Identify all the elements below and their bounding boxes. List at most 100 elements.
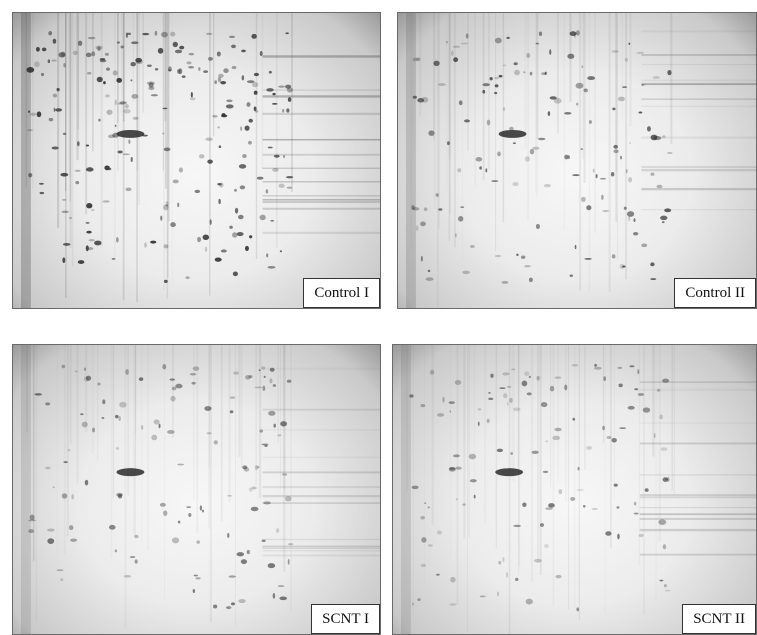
gel-spot bbox=[652, 76, 661, 79]
gel-spot bbox=[177, 520, 181, 524]
gel-spot bbox=[486, 119, 491, 126]
gel-spot bbox=[256, 176, 264, 180]
gel-spot bbox=[119, 101, 127, 105]
gel-streak bbox=[117, 13, 119, 171]
gel-spot bbox=[97, 46, 101, 52]
gel-streak bbox=[652, 345, 655, 457]
gel-spot bbox=[586, 446, 592, 450]
gel-streak bbox=[518, 345, 521, 567]
gel-spot bbox=[51, 146, 59, 150]
gel-spot bbox=[536, 376, 540, 381]
gel-spot bbox=[174, 49, 183, 54]
gel-band bbox=[262, 471, 380, 474]
gel-band bbox=[639, 513, 756, 516]
gel-spot bbox=[251, 486, 257, 490]
gel-spot bbox=[96, 76, 103, 83]
gel-spot bbox=[188, 513, 192, 518]
gel-band bbox=[262, 89, 380, 91]
gel-spot bbox=[489, 77, 493, 81]
gel-streak bbox=[614, 345, 616, 499]
gel-spot bbox=[641, 243, 648, 248]
gel-spot bbox=[526, 53, 531, 59]
gel-streak bbox=[508, 345, 511, 634]
gel-streak bbox=[436, 13, 439, 307]
gel-streak bbox=[448, 13, 451, 160]
gel-spot bbox=[420, 255, 423, 262]
gel-spot bbox=[273, 154, 280, 158]
gel-spot bbox=[659, 579, 664, 582]
gel-spot bbox=[74, 370, 78, 373]
gel-spot bbox=[198, 67, 201, 71]
gel-streak bbox=[530, 345, 534, 583]
gel-spot bbox=[245, 375, 251, 380]
gel-spot bbox=[221, 114, 228, 118]
gel-spot bbox=[435, 193, 439, 197]
gel-spot bbox=[454, 233, 457, 238]
gel-spot bbox=[613, 483, 618, 487]
gel-spot bbox=[622, 265, 626, 268]
gel-spot bbox=[207, 57, 214, 61]
gel-spot bbox=[662, 135, 666, 139]
gel-spot bbox=[117, 150, 123, 154]
gel-spot bbox=[446, 141, 450, 146]
gel-spot bbox=[186, 506, 192, 508]
gel-spot bbox=[498, 560, 502, 565]
gel-spot bbox=[106, 109, 113, 115]
gel-spot bbox=[239, 185, 246, 190]
gel-spot bbox=[638, 533, 644, 538]
gel-streak bbox=[283, 345, 286, 490]
gel-spot bbox=[277, 585, 285, 588]
gel-spot bbox=[53, 107, 56, 112]
panel-label-control-2: Control II bbox=[674, 278, 756, 308]
gel-spot bbox=[449, 410, 452, 413]
gel-spot bbox=[564, 384, 568, 391]
gel-streak bbox=[574, 345, 576, 608]
gel-spot bbox=[56, 87, 60, 92]
gel-spot bbox=[420, 404, 426, 408]
gel-spot bbox=[442, 396, 445, 403]
gel-streak bbox=[588, 13, 590, 294]
gel-spot bbox=[131, 94, 139, 99]
gel-spot bbox=[529, 148, 535, 155]
gel-streak bbox=[453, 13, 456, 248]
gel-spot bbox=[572, 174, 580, 177]
gel-spot bbox=[411, 602, 414, 606]
gel-spot bbox=[650, 278, 657, 280]
gel-streak bbox=[69, 13, 72, 248]
gel-spot bbox=[29, 514, 35, 521]
gel-spot bbox=[212, 115, 218, 118]
gel-spot bbox=[28, 110, 31, 113]
gel-spot bbox=[623, 206, 627, 210]
gel-spot bbox=[177, 69, 181, 74]
gel-spot bbox=[620, 155, 622, 160]
gel-spot bbox=[454, 379, 462, 385]
gel-streak bbox=[456, 345, 459, 605]
gel-band bbox=[262, 429, 380, 431]
gel-band bbox=[262, 95, 380, 98]
gel-spot bbox=[165, 204, 169, 207]
gel-spot bbox=[513, 407, 521, 412]
gel-spot bbox=[102, 399, 106, 405]
gel-spot bbox=[498, 74, 503, 78]
gel-spot bbox=[146, 64, 152, 67]
gel-band bbox=[639, 474, 756, 476]
gel-streak bbox=[550, 345, 552, 488]
gel-streak bbox=[137, 13, 140, 205]
gel-spot bbox=[494, 84, 499, 88]
gel-streak bbox=[69, 345, 72, 444]
gel-streak bbox=[63, 345, 66, 555]
gel-spot bbox=[261, 539, 266, 543]
gel-streak bbox=[135, 345, 137, 434]
gel-streak bbox=[208, 345, 210, 468]
gel-band bbox=[262, 486, 380, 489]
gel-spot bbox=[154, 30, 158, 36]
gel-streak bbox=[488, 13, 490, 169]
gel-spot bbox=[261, 366, 266, 370]
gel-spot bbox=[259, 214, 266, 221]
gel-spot bbox=[123, 109, 131, 114]
gel-streak bbox=[85, 345, 88, 433]
gel-streak bbox=[434, 13, 436, 209]
gel-spot bbox=[433, 60, 440, 66]
gel-streak bbox=[77, 13, 80, 130]
gel-spot bbox=[258, 369, 261, 372]
